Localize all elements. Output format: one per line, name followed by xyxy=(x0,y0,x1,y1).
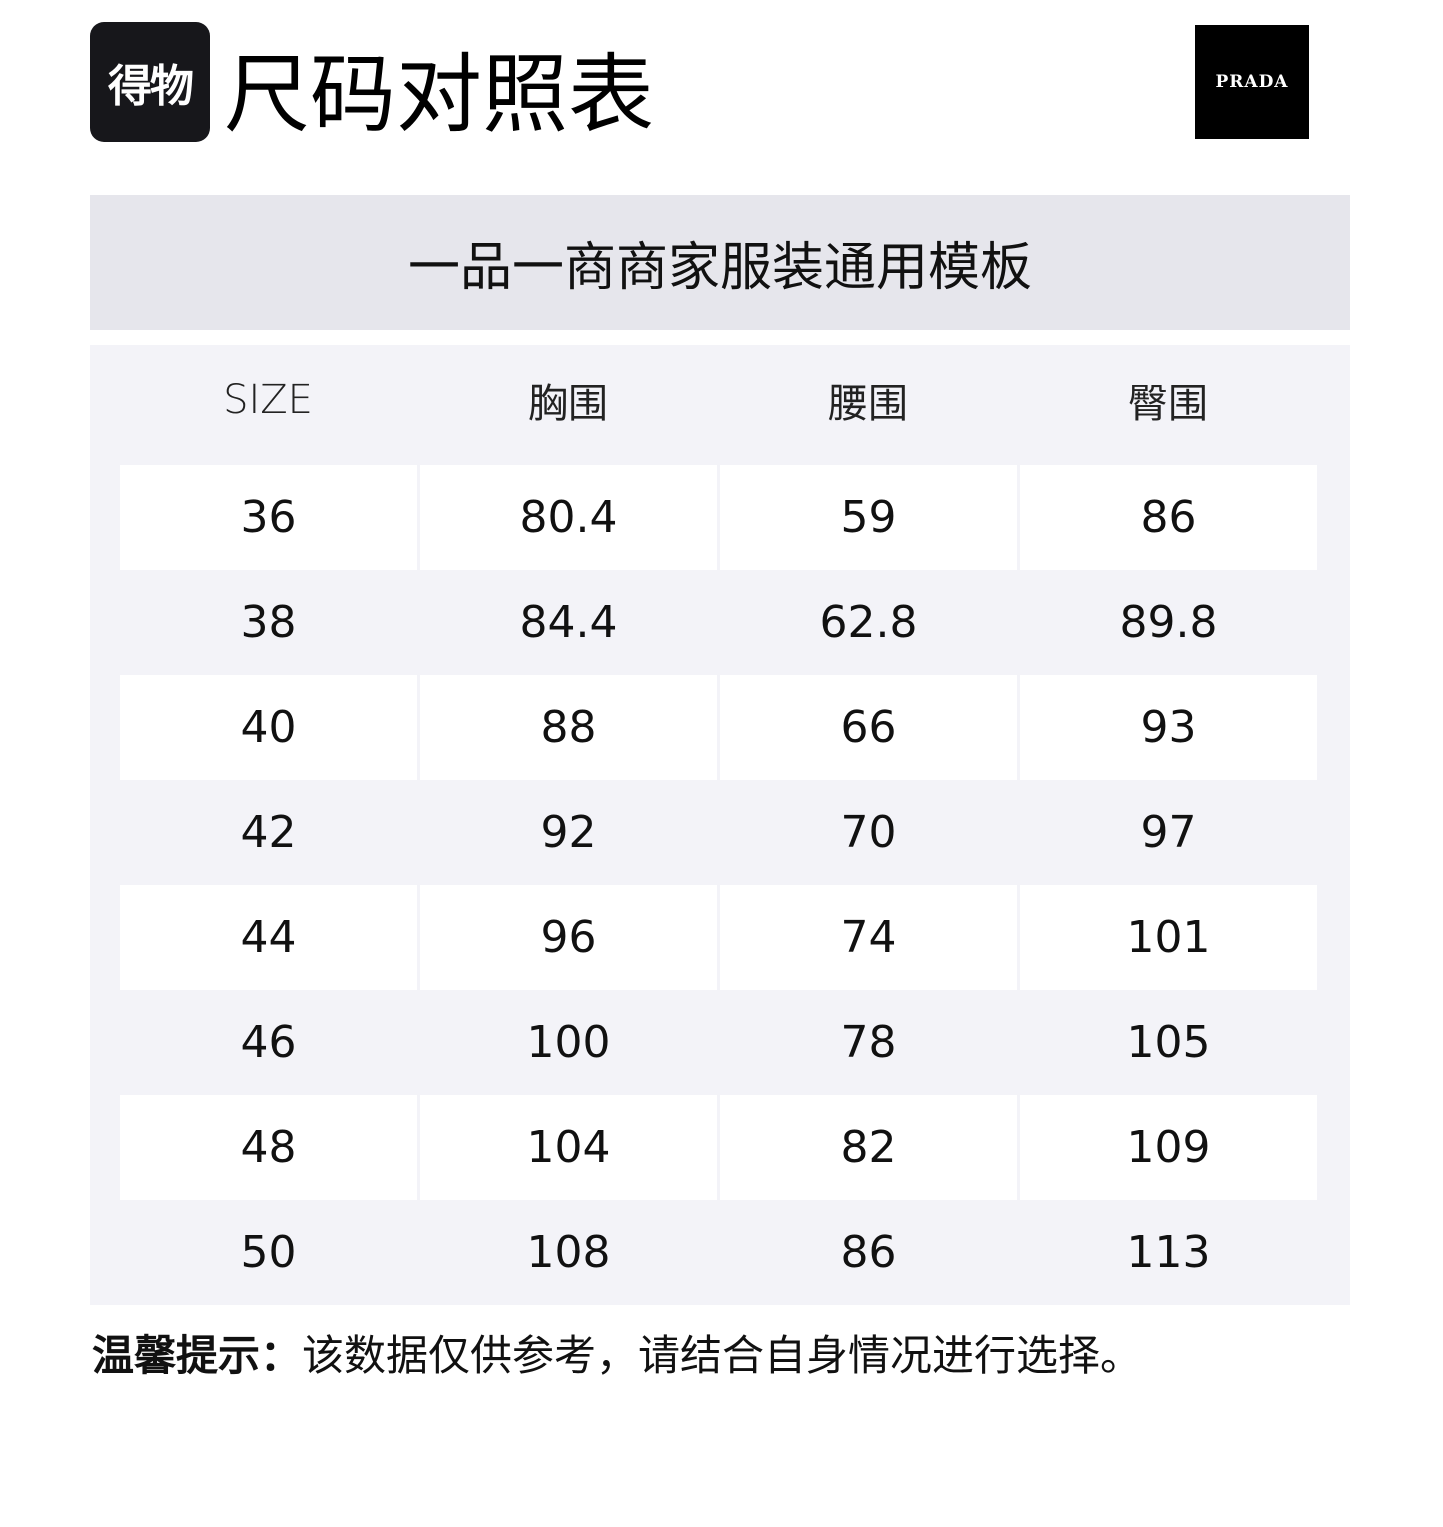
table-row: 48 104 82 109 xyxy=(120,1095,1320,1200)
table-cell: 42 xyxy=(240,807,297,858)
table-cell: 92 xyxy=(540,807,597,858)
column-header: SIZE xyxy=(223,377,313,423)
tip-label: 温馨提示： xyxy=(92,1331,303,1380)
page-title: 尺码对照表 xyxy=(224,45,654,145)
table-row: 40 88 66 93 xyxy=(120,675,1320,780)
table-row: 44 96 74 101 xyxy=(120,885,1320,990)
table-cell: 88 xyxy=(420,675,717,780)
column-header: 腰围 xyxy=(828,381,908,427)
table-row: 46 100 78 105 xyxy=(120,990,1320,1095)
table-cell: 44 xyxy=(120,885,417,990)
table-cell: 113 xyxy=(1126,1227,1211,1278)
template-subtitle: 一品一商商家服装通用模板 xyxy=(90,195,1350,330)
column-header: 胸围 xyxy=(528,381,608,427)
tip-text: 该数据仅供参考，请结合自身情况进行选择。 xyxy=(302,1331,1143,1380)
table-cell: 104 xyxy=(420,1095,717,1200)
table-cell: 78 xyxy=(840,1017,897,1068)
size-table: SIZE 胸围 腰围 臀围 36 80.4 59 86 38 84.4 62.8 89.8 40 88 66… xyxy=(90,345,1350,1305)
table-cell: 46 xyxy=(240,1017,297,1068)
brand-text: PRADA xyxy=(1215,72,1289,92)
table-cell: 36 xyxy=(120,465,417,570)
table-cell: 40 xyxy=(120,675,417,780)
table-row: 38 84.4 62.8 89.8 xyxy=(120,570,1320,675)
table-row: 36 80.4 59 86 xyxy=(120,465,1320,570)
table-cell: 70 xyxy=(840,807,897,858)
table-cell: 89.8 xyxy=(1119,597,1218,648)
table-cell: 48 xyxy=(120,1095,417,1200)
table-cell: 62.8 xyxy=(819,597,918,648)
table-cell: 84.4 xyxy=(519,597,618,648)
table-cell: 74 xyxy=(720,885,1017,990)
table-cell: 93 xyxy=(1020,675,1317,780)
table-row: 42 92 70 97 xyxy=(120,780,1320,885)
logo-text: 得物 xyxy=(108,61,194,112)
table-cell: 96 xyxy=(420,885,717,990)
dewu-logo: 得物 xyxy=(90,22,210,142)
table-cell: 50 xyxy=(240,1227,297,1278)
column-header: 臀围 xyxy=(1128,381,1208,427)
table-cell: 97 xyxy=(1140,807,1197,858)
brand-logo: PRADA xyxy=(1195,25,1309,139)
table-cell: 101 xyxy=(1020,885,1317,990)
table-cell: 100 xyxy=(526,1017,611,1068)
table-cell: 38 xyxy=(240,597,297,648)
table-row: 50 108 86 113 xyxy=(120,1200,1320,1305)
table-cell: 82 xyxy=(720,1095,1017,1200)
table-cell: 80.4 xyxy=(420,465,717,570)
tip-note: 温馨提示：该数据仅供参考，请结合自身情况进行选择。 xyxy=(92,1322,1142,1383)
table-cell: 59 xyxy=(720,465,1017,570)
table-cell: 86 xyxy=(840,1227,897,1278)
table-cell: 108 xyxy=(526,1227,611,1278)
table-cell: 109 xyxy=(1020,1095,1317,1200)
table-cell: 105 xyxy=(1126,1017,1211,1068)
table-cell: 86 xyxy=(1020,465,1317,570)
table-cell: 66 xyxy=(720,675,1017,780)
